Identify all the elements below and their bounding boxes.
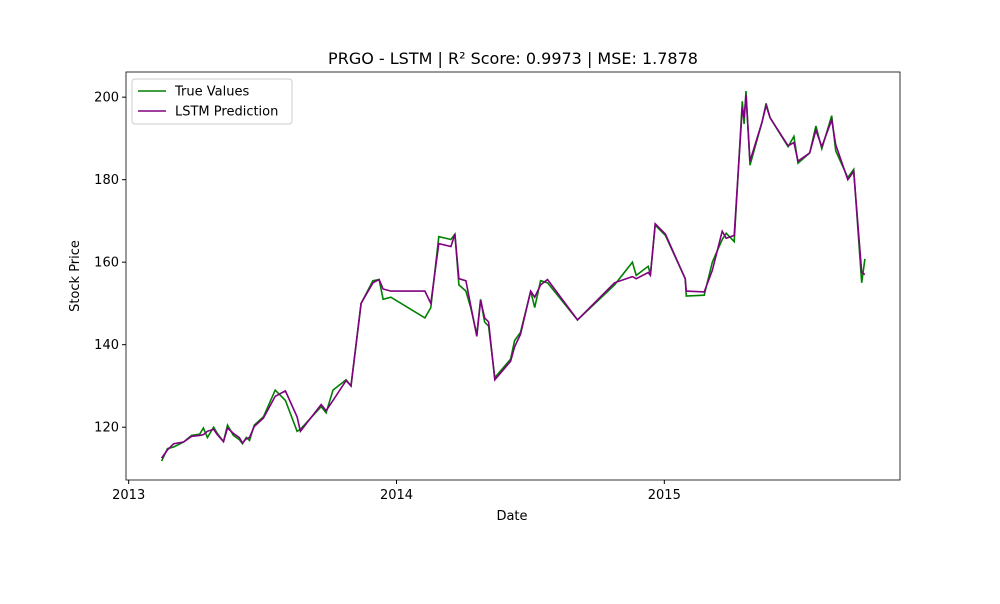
series-line [160, 95, 866, 459]
x-tick-label: 2013 [112, 488, 145, 503]
x-tick-label: 2014 [380, 488, 413, 503]
legend-label: LSTM Prediction [175, 105, 278, 120]
y-axis-label: Stock Price [68, 240, 83, 312]
x-tick-label: 2015 [648, 488, 681, 503]
plot-frame [125, 71, 901, 481]
x-axis-label: Date [496, 509, 527, 524]
y-tick-label: 160 [94, 256, 119, 271]
y-tick-label: 120 [94, 421, 119, 436]
y-tick-label: 200 [94, 91, 119, 106]
legend-label: True Values [174, 85, 249, 100]
legend-box [131, 78, 293, 125]
chart-title: PRGO - LSTM | R² Score: 0.9973 | MSE: 1.… [328, 49, 698, 68]
y-tick-label: 180 [94, 173, 119, 188]
y-tick-label: 140 [94, 338, 119, 353]
